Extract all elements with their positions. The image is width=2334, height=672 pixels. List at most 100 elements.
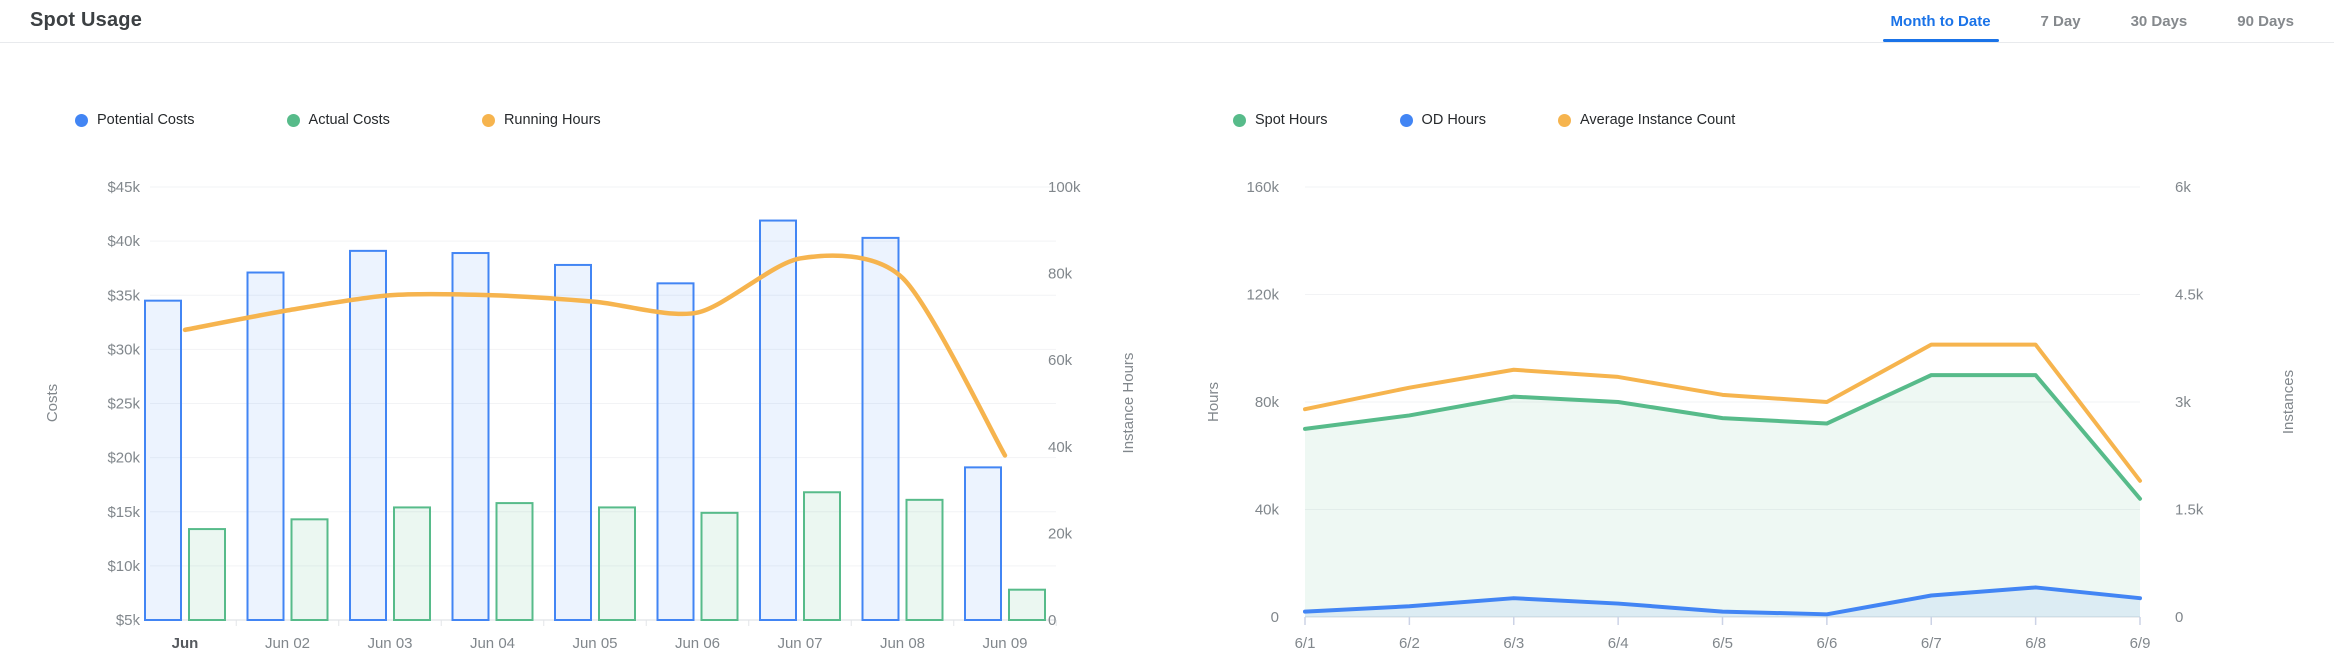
- average-instance-count-legend-dot: [1558, 113, 1572, 127]
- usage-y-right-tick: 1.5k: [2175, 502, 2204, 519]
- usage-x-label: 6/2: [1399, 635, 1420, 652]
- usage-x-label: 6/7: [1921, 635, 1942, 652]
- usage-x-label: 6/6: [1816, 635, 1837, 652]
- potential-costs-bar[interactable]: [861, 236, 900, 621]
- usage-x-label: 6/5: [1712, 635, 1733, 652]
- usage-y-right-tick: 3k: [2175, 394, 2191, 411]
- usage-x-label: 6/8: [2025, 635, 2046, 652]
- page-header: Spot Usage Month to Date 7 Day 30 Days 90 D…: [0, 0, 2334, 43]
- actual-costs-bar[interactable]: [290, 518, 329, 622]
- tab-7-day[interactable]: 7 Day: [2040, 12, 2081, 30]
- costs-x-label: Jun 06: [675, 635, 720, 652]
- potential-costs-bar[interactable]: [554, 263, 592, 621]
- costs-y-right-title: Instance Hours: [1120, 353, 1137, 454]
- potential-costs-bar[interactable]: [964, 466, 1002, 621]
- potential-costs-bar[interactable]: [246, 271, 285, 621]
- costs-y-right-tick: 40k: [1048, 439, 1073, 456]
- legend-item-spot-hours[interactable]: Spot Hours: [1233, 112, 1328, 128]
- legend-item-average-instance-count[interactable]: Average Instance Count: [1558, 112, 1735, 128]
- legend-item-potential-costs[interactable]: Potential Costs: [75, 112, 195, 128]
- legend-item-running-hours[interactable]: Running Hours: [481, 112, 601, 128]
- costs-y-right-tick: 20k: [1048, 525, 1073, 542]
- costs-y-left-tick: $25k: [107, 396, 140, 413]
- costs-y-left-tick: $20k: [107, 450, 140, 467]
- actual-costs-legend-dot: [286, 113, 300, 127]
- legend-label: OD Hours: [1421, 112, 1487, 128]
- od-hours-legend-dot: [1399, 113, 1413, 127]
- costs-x-label: Jun 03: [367, 635, 412, 652]
- tab-90-days[interactable]: 90 Days: [2237, 12, 2294, 30]
- usage-x-label: 6/4: [1608, 635, 1629, 652]
- usage-chart: 160k 6k 120k 4.5k 80k 3k 40k 1.5k 0 0 Hours Instanc…: [1205, 179, 2297, 652]
- usage-y-left-tick: 0: [1271, 609, 1279, 626]
- costs-y-left-tick: $10k: [107, 558, 140, 575]
- potential-costs-bar[interactable]: [759, 219, 797, 621]
- costs-chart: $45k $40k $35k $30k $25k $20k $15k $10k $5k 100k 8…: [44, 179, 1137, 652]
- actual-costs-bar[interactable]: [188, 528, 226, 622]
- costs-y-left-tick: $5k: [116, 612, 141, 629]
- costs-x-label: Jun 08: [880, 635, 925, 652]
- costs-y-right-tick: 0: [1048, 612, 1056, 629]
- costs-chart-legend: Potential Costs Actual Costs Running Hours: [75, 112, 693, 128]
- time-range-tabs: Month to Date 7 Day 30 Days 90 Days: [1882, 0, 2296, 42]
- potential-costs-bar[interactable]: [144, 299, 182, 621]
- spot-hours-legend-dot: [1233, 113, 1246, 127]
- costs-y-left-tick: $15k: [107, 504, 140, 521]
- legend-label: Potential Costs: [97, 112, 195, 128]
- spot-hours-line[interactable]: [1303, 373, 2142, 501]
- costs-y-right-tick: 80k: [1048, 266, 1073, 283]
- usage-y-left-tick: 40k: [1255, 502, 1280, 519]
- legend-label: Running Hours: [503, 112, 601, 128]
- potential-costs-bar[interactable]: [656, 282, 695, 621]
- od-hours-area: [1305, 587, 2140, 617]
- usage-x-label: 6/3: [1503, 635, 1524, 652]
- costs-y-right-tick: 60k: [1048, 352, 1073, 369]
- potential-costs-bar[interactable]: [349, 249, 387, 621]
- costs-x-label: Jun 05: [572, 635, 617, 652]
- tab-month-to-date[interactable]: Month to Date: [1882, 0, 1999, 42]
- costs-x-label: Jun 02: [265, 635, 310, 652]
- usage-y-left-title: Hours: [1205, 382, 1222, 422]
- costs-y-left-tick: $30k: [107, 341, 140, 358]
- usage-x-label: 6/9: [2130, 635, 2151, 652]
- costs-x-label: Jun 07: [777, 635, 822, 652]
- costs-y-left-tick: $35k: [107, 287, 140, 304]
- tab-30-days[interactable]: 30 Days: [2130, 12, 2188, 30]
- costs-y-right-tick: 100k: [1048, 179, 1081, 196]
- usage-y-right-tick: 0: [2175, 609, 2183, 626]
- spot-hours-area: [1305, 375, 2140, 617]
- usage-y-left-tick: 160k: [1246, 179, 1279, 196]
- usage-y-left-tick: 80k: [1255, 394, 1280, 411]
- legend-item-actual-costs[interactable]: Actual Costs: [286, 112, 390, 128]
- costs-x-label: Jun 04: [470, 635, 515, 652]
- usage-y-right-title: Instances: [2280, 370, 2297, 434]
- usage-chart-legend: Spot Hours OD Hours Average Instance Count: [1233, 112, 1807, 128]
- average-instance-count-line[interactable]: [1303, 342, 2142, 483]
- costs-y-left-tick: $45k: [107, 179, 140, 196]
- od-hours-line[interactable]: [1303, 585, 2142, 617]
- actual-costs-bar[interactable]: [700, 511, 739, 622]
- potential-costs-legend-dot: [75, 113, 88, 127]
- running-hours-line[interactable]: [182, 253, 1008, 458]
- running-hours-legend-dot: [481, 113, 495, 127]
- costs-x-label: Jun 09: [982, 635, 1027, 652]
- legend-label: Spot Hours: [1255, 112, 1328, 128]
- actual-costs-bar[interactable]: [905, 498, 944, 621]
- actual-costs-bar[interactable]: [598, 506, 636, 622]
- usage-y-right-tick: 4.5k: [2175, 287, 2204, 304]
- usage-x-label: 6/1: [1295, 635, 1316, 652]
- actual-costs-bar[interactable]: [1008, 588, 1046, 622]
- actual-costs-bar[interactable]: [803, 491, 841, 622]
- potential-costs-bar[interactable]: [451, 252, 490, 621]
- usage-y-left-tick: 120k: [1246, 287, 1279, 304]
- costs-y-left-title: Costs: [44, 384, 61, 422]
- actual-costs-bar[interactable]: [393, 506, 431, 622]
- legend-item-od-hours[interactable]: OD Hours: [1399, 112, 1487, 128]
- usage-y-right-tick: 6k: [2175, 179, 2191, 196]
- actual-costs-bar[interactable]: [495, 502, 534, 621]
- legend-label: Average Instance Count: [1580, 112, 1736, 128]
- legend-label: Actual Costs: [308, 112, 390, 128]
- costs-x-label: Jun: [172, 635, 199, 652]
- costs-y-left-tick: $40k: [107, 233, 140, 250]
